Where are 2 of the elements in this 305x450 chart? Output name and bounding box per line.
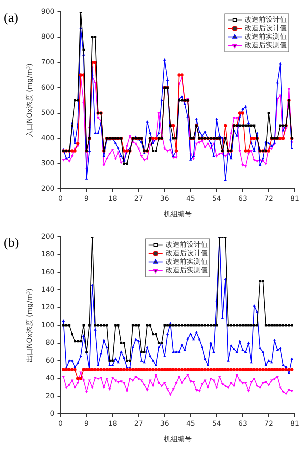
chart-title: (b)	[4, 234, 20, 250]
chart-title: (a)	[4, 10, 18, 25]
